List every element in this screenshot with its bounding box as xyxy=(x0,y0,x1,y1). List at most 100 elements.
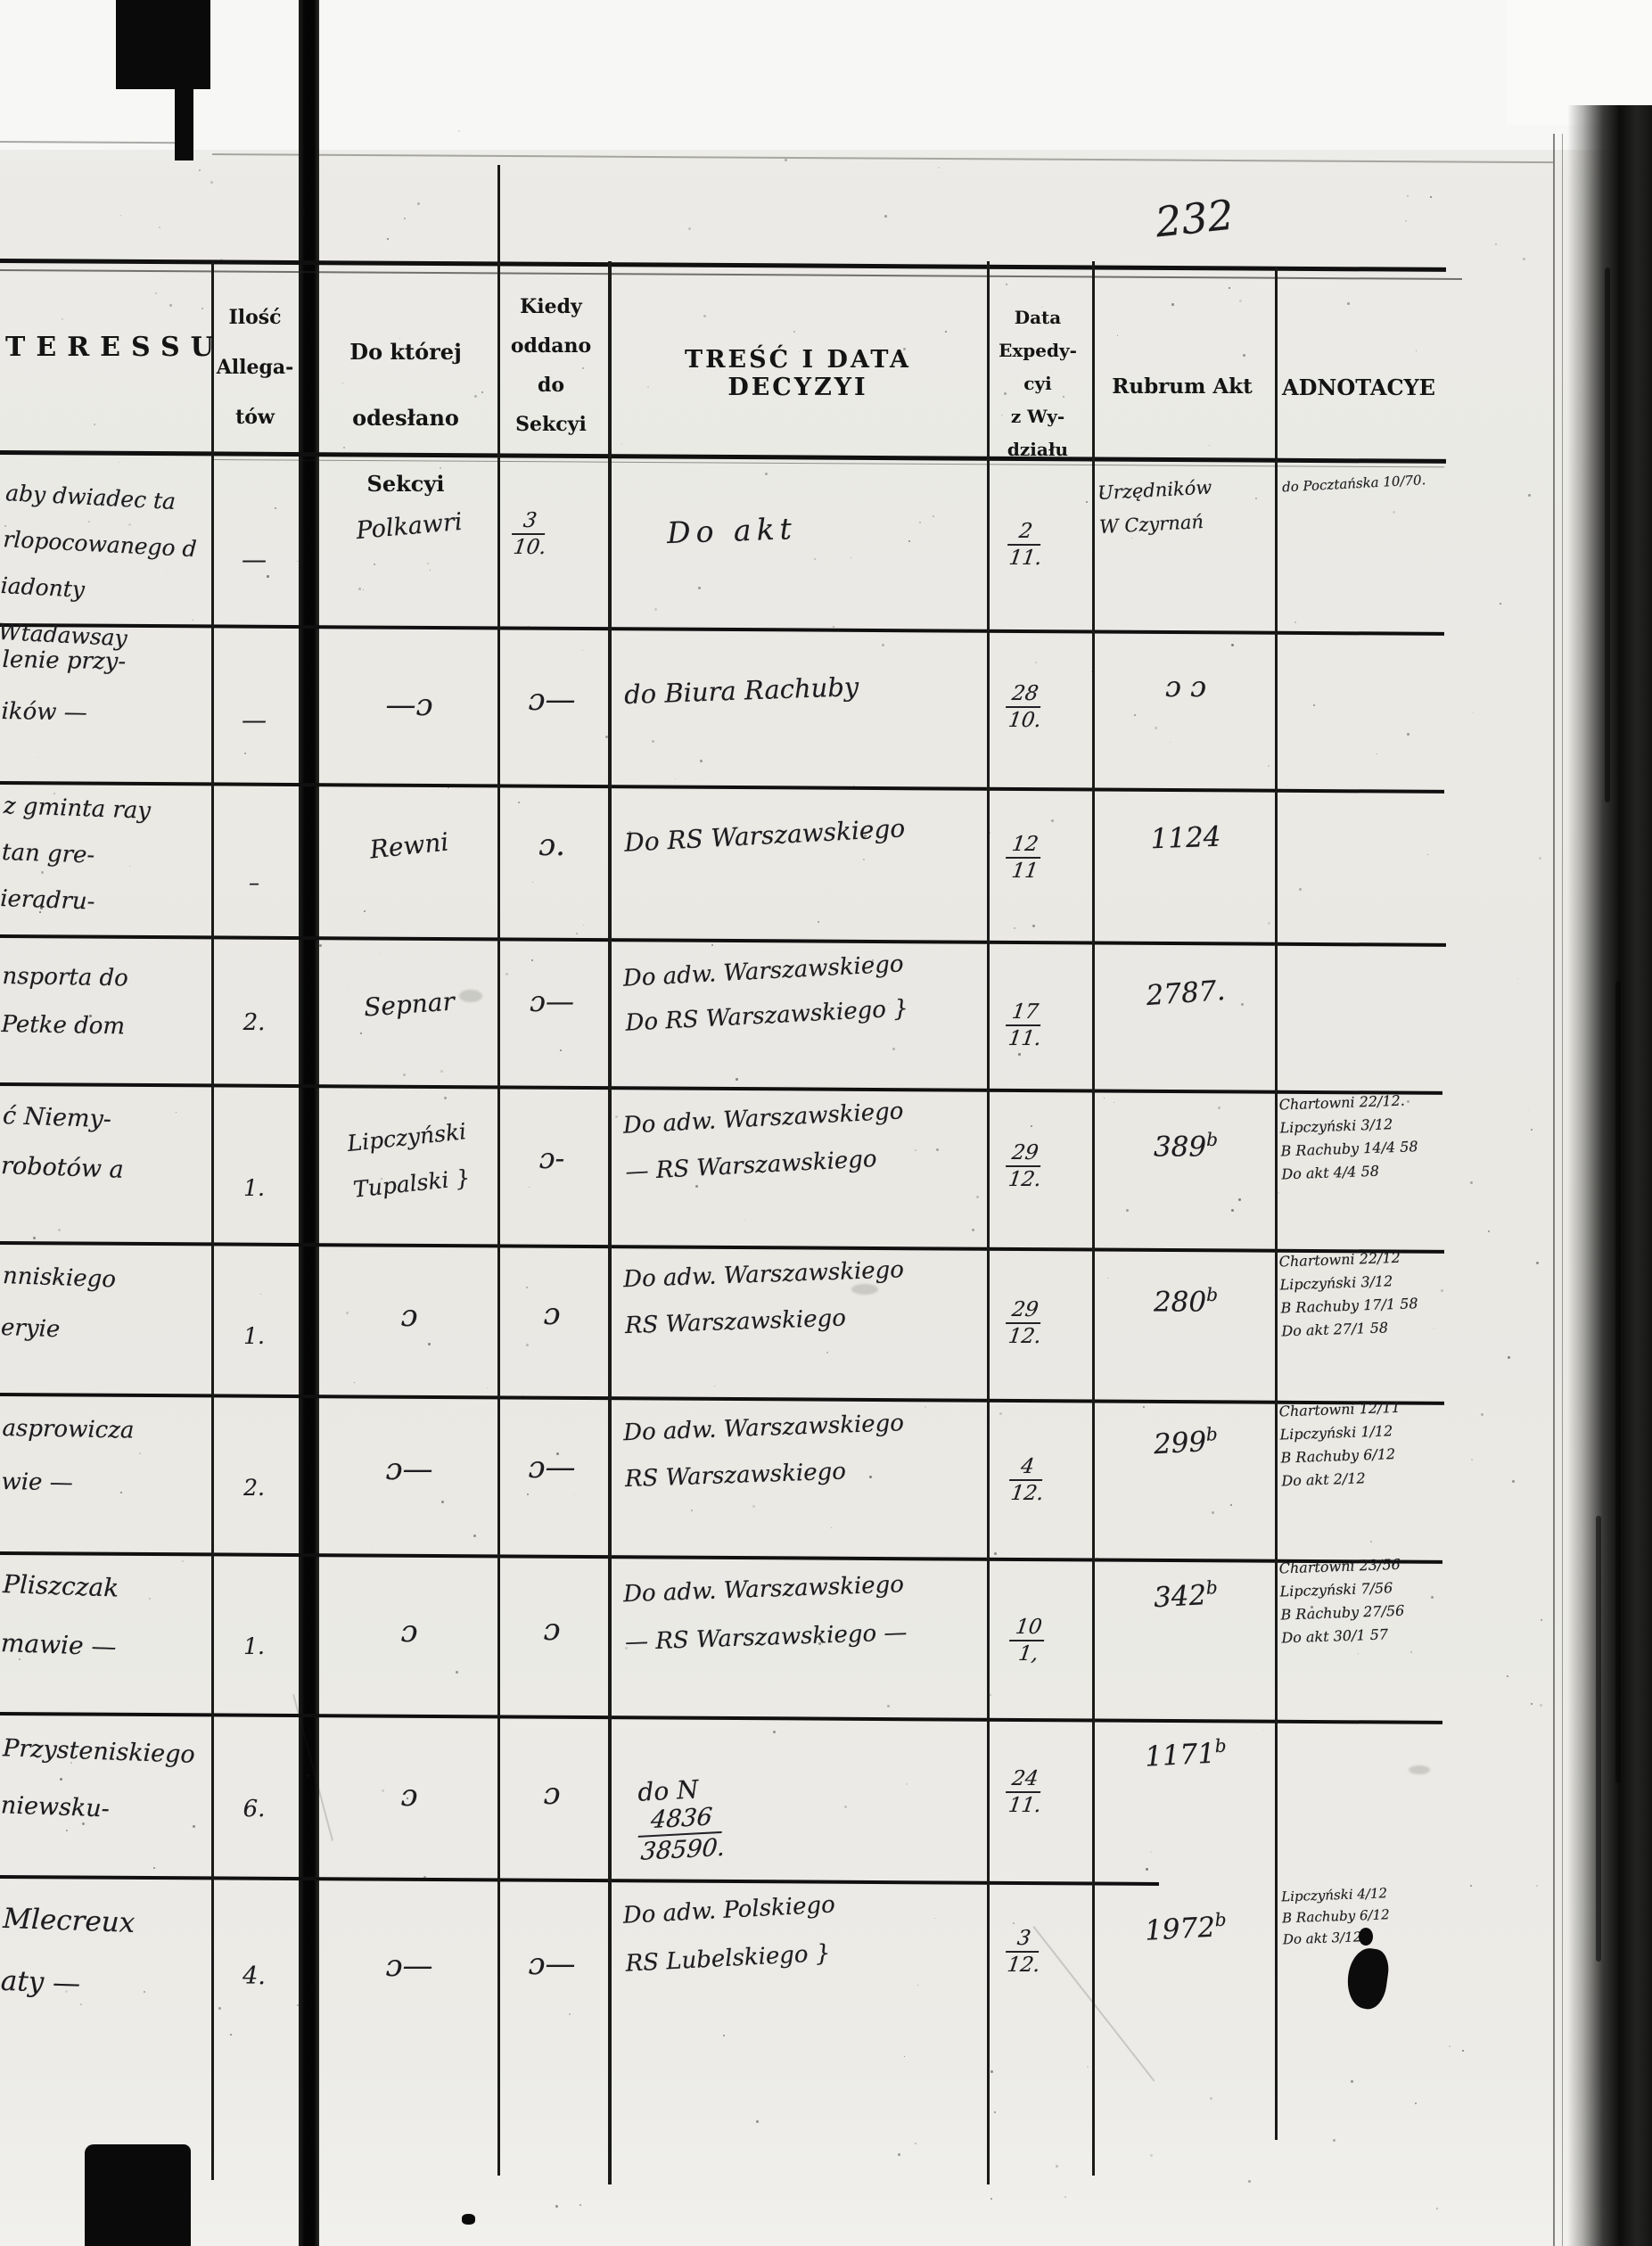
cell-kiedy: ɔ— xyxy=(530,984,574,1018)
cell-kiedy: ɔ xyxy=(543,1612,561,1648)
table-row: Mlecreux aty — 4. ɔ— ɔ— Do adw. Polskieg… xyxy=(0,1875,1569,2042)
cell-data-expedycyi: 4 12. xyxy=(1008,1455,1046,1505)
cell-data-expedycyi: 17 11. xyxy=(1005,1000,1045,1050)
cell-tresc: Do adw. Warszawskiego Do RS Warszawskieg… xyxy=(622,950,909,1037)
scan-artifact-strip xyxy=(175,86,193,160)
cell-interessu: Mlecreux aty — xyxy=(0,1902,136,2000)
cell-tresc: Do adw. Warszawskiego — RS Warszawskiego… xyxy=(622,1571,908,1657)
cell-interessu: z gminta ray tan gre- ieradru- xyxy=(0,793,152,916)
cell-interessu: nniskiego eryie xyxy=(0,1263,117,1344)
ink-blot xyxy=(1359,1928,1373,1946)
cell-adnotacye: Chartowni 22/12. Lipczyński 3/12 B Rachu… xyxy=(1278,1091,1418,1183)
cell-interessu: Przysteniskiego niewsku- xyxy=(0,1734,196,1823)
cell-rubrum: 342b xyxy=(1153,1576,1219,1615)
table-row: Pliszczak mawie — 1. ɔ ɔ Do adw. Warszaw… xyxy=(0,1551,1569,1712)
header-data-expedycyi: Data Expedy- cyi z Wy- działu xyxy=(999,307,1077,460)
scan-artifact-bottom-left xyxy=(85,2144,191,2246)
cell-interessu: Pliszczak mawie — xyxy=(0,1569,119,1662)
cell-allegatow: 1. xyxy=(243,1175,265,1201)
cell-adnotacye: Chartowni 23/56 Lipczyński 7/56 B Rachub… xyxy=(1278,1555,1405,1647)
table-row: nsporta do Petke dom 2. Sepnar ɔ— Do adw… xyxy=(0,934,1569,1082)
cell-tresc: Do adw. Warszawskiego — RS Warszawskiego xyxy=(622,1098,905,1186)
table-row: ć Niemy- robotów a 1. Lipczyński Tupalsk… xyxy=(0,1082,1569,1241)
table-row: Przysteniskiego niewsku- 6. ɔ ɔ do N 483… xyxy=(0,1712,1569,1875)
book-edge-streak xyxy=(1615,981,1621,1783)
cell-data-expedycyi: 24 11. xyxy=(1005,1767,1045,1817)
header-tresc: TREŚĆ I DATA DECYZYI xyxy=(685,346,911,401)
cell-rubrum: ɔ ɔ xyxy=(1164,670,1206,703)
cell-tresc: Do adw. Polskiego RS Lubelskiego } xyxy=(622,1891,836,1978)
cell-interessu: asprowicza wie — xyxy=(1,1414,135,1497)
smudge xyxy=(1409,1765,1430,1774)
cell-sekcyi: ɔ— xyxy=(385,1452,433,1487)
header-adnotacye: ADNOTACYE xyxy=(1282,374,1435,400)
book-edge-streak xyxy=(1605,267,1610,802)
cell-data-expedycyi: 29 12. xyxy=(1005,1141,1045,1191)
cell-allegatow: 4. xyxy=(242,1962,266,1990)
cell-rubrum: Urzędników W Czyrnań xyxy=(1097,476,1212,539)
scan-top-margin xyxy=(0,0,1652,150)
cell-tresc: Do adw. Warszawskiego RS Warszawskiego xyxy=(622,1410,905,1493)
cell-kiedy: 3 10. xyxy=(511,509,548,559)
cell-sekcyi: ɔ— xyxy=(385,1948,433,1984)
cell-allegatow: – xyxy=(249,870,259,895)
cell-interessu: ć Niemy- robotów a xyxy=(0,1102,125,1184)
cell-kiedy: ɔ— xyxy=(528,682,576,718)
cell-kiedy: ɔ— xyxy=(528,1450,576,1485)
table-row: asprowicza wie — 2. ɔ— ɔ— Do adw. Warsza… xyxy=(0,1393,1569,1551)
table-row: nniskiego eryie 1. ɔ ɔ Do adw. Warszawsk… xyxy=(0,1241,1569,1393)
cell-adnotacye: Lipczyński 4/12 B Rachuby 6/12 Do akt 3/… xyxy=(1280,1885,1390,1948)
cell-allegatow: 1. xyxy=(243,1323,265,1349)
cell-allegatow: — xyxy=(242,545,267,574)
cell-kiedy: ɔ. xyxy=(538,827,565,863)
cell-sekcyi: ɔ xyxy=(400,1614,418,1650)
cell-kiedy: ɔ— xyxy=(528,1946,576,1982)
cell-rubrum: 1124 xyxy=(1149,820,1222,856)
cell-sekcyi: Rewni xyxy=(368,827,450,865)
cell-kiedy: ɔ xyxy=(543,1296,561,1332)
cell-sekcyi: —ɔ xyxy=(385,687,433,723)
cell-adnotacye: Chartowni 22/12 Lipczyński 3/12 B Rachub… xyxy=(1278,1248,1418,1340)
cell-rubrum: 1171b xyxy=(1144,1734,1228,1773)
cell-data-expedycyi: 3 12. xyxy=(1005,1927,1042,1977)
cell-kiedy: ɔ xyxy=(543,1776,561,1812)
cell-rubrum: 299b xyxy=(1153,1423,1219,1461)
header-sekcyi: Do której odesłano Sekcyi xyxy=(349,339,462,497)
scan-artifact-dot xyxy=(462,2214,475,2225)
cell-data-expedycyi: 29 12. xyxy=(1005,1298,1045,1348)
book-edge-streak xyxy=(1596,1516,1601,1962)
cell-adnotacye: Chartowni 12/11 Lipczyński 1/12 B Rachub… xyxy=(1278,1398,1401,1490)
header-rubrum-akt: Rubrum Akt xyxy=(1112,374,1253,399)
table-row: aby dwiadec ta rlopocowanego d iadonty W… xyxy=(0,457,1569,651)
cell-tresc: Do adw. Warszawskiego RS Warszawskiego xyxy=(622,1256,905,1340)
cell-adnotacye: do Pocztańska 10/70. xyxy=(1281,472,1426,496)
cell-data-expedycyi: 12 11 xyxy=(1005,810,1045,883)
cell-sekcyi: Polkawri xyxy=(355,507,464,546)
cell-sekcyi: ɔ xyxy=(400,1298,418,1334)
cell-sekcyi: ɔ xyxy=(400,1778,418,1814)
header-kiedy: Kiedy oddano do Sekcyi xyxy=(510,295,592,436)
cell-rubrum: 2787. xyxy=(1145,974,1227,1013)
cell-rubrum: 280b xyxy=(1153,1284,1219,1319)
header-allegatow: Ilość Allega- tów xyxy=(216,306,294,429)
cell-kiedy: ɔ- xyxy=(538,1141,565,1175)
page-edge-line xyxy=(1553,134,1555,2246)
cell-rubrum: 1972b xyxy=(1144,1908,1228,1947)
cell-data-expedycyi: 10 1, xyxy=(1008,1592,1048,1666)
cell-data-expedycyi: 28 10. xyxy=(1005,682,1045,732)
table-row: z gminta ray tan gre- ieradru- – Rewni ɔ… xyxy=(0,781,1569,934)
cell-tresc: Do akt xyxy=(666,511,798,551)
cell-allegatow: 2. xyxy=(243,1475,265,1501)
cell-interessu: lenie przy- ików — xyxy=(1,646,127,727)
cell-tresc: do N 4836 38590. xyxy=(637,1774,727,1866)
cell-rubrum: 389b xyxy=(1153,1129,1219,1164)
page-edge-line xyxy=(1562,134,1563,2246)
smudge xyxy=(851,1284,878,1295)
scan-corner xyxy=(1507,0,1652,125)
table-row: lenie przy- ików — — —ɔ ɔ— do Biura Rach… xyxy=(0,623,1569,781)
cell-tresc: do Biura Rachuby xyxy=(623,671,859,711)
smudge xyxy=(459,990,482,1002)
page-number: 232 xyxy=(1153,190,1237,247)
page-top-edge xyxy=(211,153,1553,164)
